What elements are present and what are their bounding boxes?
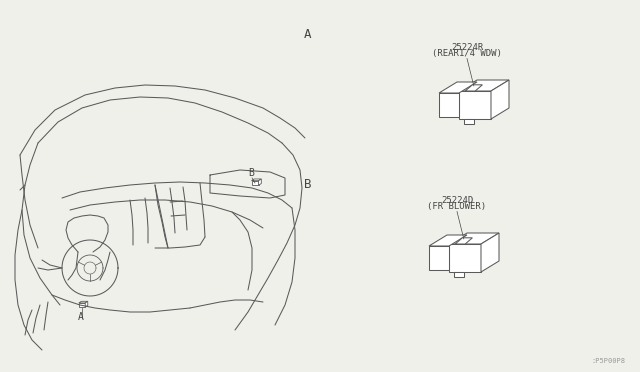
Polygon shape bbox=[459, 80, 509, 91]
Polygon shape bbox=[455, 238, 472, 244]
Text: (REAR1/4 WDW): (REAR1/4 WDW) bbox=[432, 49, 502, 58]
Polygon shape bbox=[429, 235, 467, 246]
Polygon shape bbox=[79, 301, 88, 303]
Polygon shape bbox=[439, 93, 459, 117]
Text: (FR BLOWER): (FR BLOWER) bbox=[428, 202, 486, 211]
Polygon shape bbox=[85, 301, 88, 307]
Polygon shape bbox=[429, 246, 449, 270]
Polygon shape bbox=[449, 233, 499, 244]
Polygon shape bbox=[454, 272, 463, 277]
Polygon shape bbox=[463, 119, 474, 124]
Text: A: A bbox=[304, 29, 312, 42]
Polygon shape bbox=[439, 82, 477, 93]
Text: :P5P00P8: :P5P00P8 bbox=[591, 358, 625, 364]
Text: 25224D: 25224D bbox=[441, 196, 473, 205]
Polygon shape bbox=[491, 80, 509, 119]
Text: A: A bbox=[78, 312, 84, 322]
Polygon shape bbox=[449, 244, 481, 272]
Polygon shape bbox=[252, 179, 261, 181]
Text: B: B bbox=[248, 168, 254, 178]
Polygon shape bbox=[481, 233, 499, 272]
Polygon shape bbox=[79, 303, 85, 307]
Text: B: B bbox=[304, 179, 312, 192]
Polygon shape bbox=[252, 181, 259, 185]
Text: 25224R: 25224R bbox=[451, 43, 483, 52]
Polygon shape bbox=[459, 91, 491, 119]
Polygon shape bbox=[465, 85, 483, 91]
Polygon shape bbox=[259, 179, 261, 185]
